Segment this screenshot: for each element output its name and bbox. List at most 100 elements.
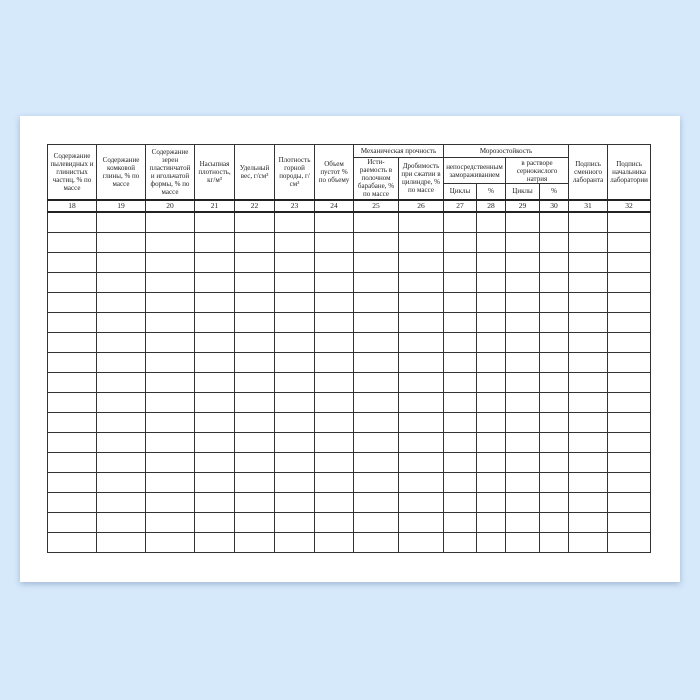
table-cell[interactable] <box>476 311 506 333</box>
table-cell[interactable] <box>194 471 235 493</box>
table-cell[interactable] <box>607 451 652 473</box>
table-cell[interactable] <box>538 531 570 553</box>
table-cell[interactable] <box>314 451 354 473</box>
table-cell[interactable] <box>145 491 195 513</box>
table-cell[interactable] <box>234 411 275 433</box>
table-cell[interactable] <box>568 351 609 373</box>
table-cell[interactable] <box>353 351 399 373</box>
table-cell[interactable] <box>443 331 477 353</box>
table-cell[interactable] <box>443 471 477 493</box>
table-cell[interactable] <box>568 451 609 473</box>
table-cell[interactable] <box>234 271 275 293</box>
table-cell[interactable] <box>96 471 146 493</box>
table-cell[interactable] <box>145 351 195 373</box>
table-cell[interactable] <box>353 491 399 513</box>
table-cell[interactable] <box>145 231 195 253</box>
table-cell[interactable] <box>538 451 570 473</box>
table-cell[interactable] <box>47 271 97 293</box>
table-cell[interactable] <box>607 511 652 533</box>
table-cell[interactable] <box>443 411 477 433</box>
table-cell[interactable] <box>96 291 146 313</box>
table-cell[interactable] <box>274 311 315 333</box>
table-cell[interactable] <box>443 531 477 553</box>
table-cell[interactable] <box>353 391 399 413</box>
table-cell[interactable] <box>505 371 540 393</box>
table-cell[interactable] <box>145 451 195 473</box>
table-cell[interactable] <box>607 231 652 253</box>
table-cell[interactable] <box>476 291 506 313</box>
table-cell[interactable] <box>47 471 97 493</box>
table-cell[interactable] <box>607 211 652 233</box>
table-cell[interactable] <box>568 411 609 433</box>
table-cell[interactable] <box>538 371 570 393</box>
table-cell[interactable] <box>96 491 146 513</box>
table-cell[interactable] <box>607 431 652 453</box>
table-cell[interactable] <box>47 451 97 473</box>
table-cell[interactable] <box>476 531 506 553</box>
table-cell[interactable] <box>607 371 652 393</box>
table-cell[interactable] <box>234 211 275 233</box>
table-cell[interactable] <box>234 331 275 353</box>
table-cell[interactable] <box>145 371 195 393</box>
table-cell[interactable] <box>274 511 315 533</box>
table-cell[interactable] <box>398 371 444 393</box>
table-cell[interactable] <box>314 331 354 353</box>
table-cell[interactable] <box>234 491 275 513</box>
table-cell[interactable] <box>398 451 444 473</box>
table-cell[interactable] <box>314 351 354 373</box>
table-cell[interactable] <box>476 371 506 393</box>
table-cell[interactable] <box>194 391 235 413</box>
table-cell[interactable] <box>194 431 235 453</box>
table-cell[interactable] <box>145 311 195 333</box>
table-cell[interactable] <box>505 291 540 313</box>
table-cell[interactable] <box>398 251 444 273</box>
table-cell[interactable] <box>505 531 540 553</box>
table-cell[interactable] <box>353 231 399 253</box>
table-cell[interactable] <box>96 311 146 333</box>
table-cell[interactable] <box>443 391 477 413</box>
table-cell[interactable] <box>476 431 506 453</box>
table-cell[interactable] <box>538 411 570 433</box>
table-cell[interactable] <box>274 271 315 293</box>
table-cell[interactable] <box>398 431 444 453</box>
table-cell[interactable] <box>194 411 235 433</box>
table-cell[interactable] <box>47 391 97 413</box>
table-cell[interactable] <box>476 351 506 373</box>
table-cell[interactable] <box>314 231 354 253</box>
table-cell[interactable] <box>234 511 275 533</box>
table-cell[interactable] <box>607 531 652 553</box>
table-cell[interactable] <box>314 251 354 273</box>
table-cell[interactable] <box>476 391 506 413</box>
table-cell[interactable] <box>538 271 570 293</box>
table-cell[interactable] <box>607 471 652 493</box>
table-cell[interactable] <box>443 351 477 373</box>
table-cell[interactable] <box>145 211 195 233</box>
table-cell[interactable] <box>568 491 609 513</box>
table-cell[interactable] <box>538 491 570 513</box>
table-cell[interactable] <box>314 431 354 453</box>
table-cell[interactable] <box>568 231 609 253</box>
table-cell[interactable] <box>353 211 399 233</box>
table-cell[interactable] <box>476 271 506 293</box>
table-cell[interactable] <box>47 491 97 513</box>
table-cell[interactable] <box>96 411 146 433</box>
table-cell[interactable] <box>505 331 540 353</box>
table-cell[interactable] <box>96 451 146 473</box>
table-cell[interactable] <box>505 211 540 233</box>
table-cell[interactable] <box>353 511 399 533</box>
table-cell[interactable] <box>274 251 315 273</box>
table-cell[interactable] <box>96 371 146 393</box>
table-cell[interactable] <box>194 371 235 393</box>
table-cell[interactable] <box>47 331 97 353</box>
table-cell[interactable] <box>194 491 235 513</box>
table-cell[interactable] <box>505 491 540 513</box>
table-cell[interactable] <box>398 531 444 553</box>
table-cell[interactable] <box>538 331 570 353</box>
table-cell[interactable] <box>194 251 235 273</box>
table-cell[interactable] <box>607 291 652 313</box>
table-cell[interactable] <box>234 311 275 333</box>
table-cell[interactable] <box>443 451 477 473</box>
table-cell[interactable] <box>353 331 399 353</box>
table-cell[interactable] <box>538 511 570 533</box>
table-cell[interactable] <box>274 231 315 253</box>
